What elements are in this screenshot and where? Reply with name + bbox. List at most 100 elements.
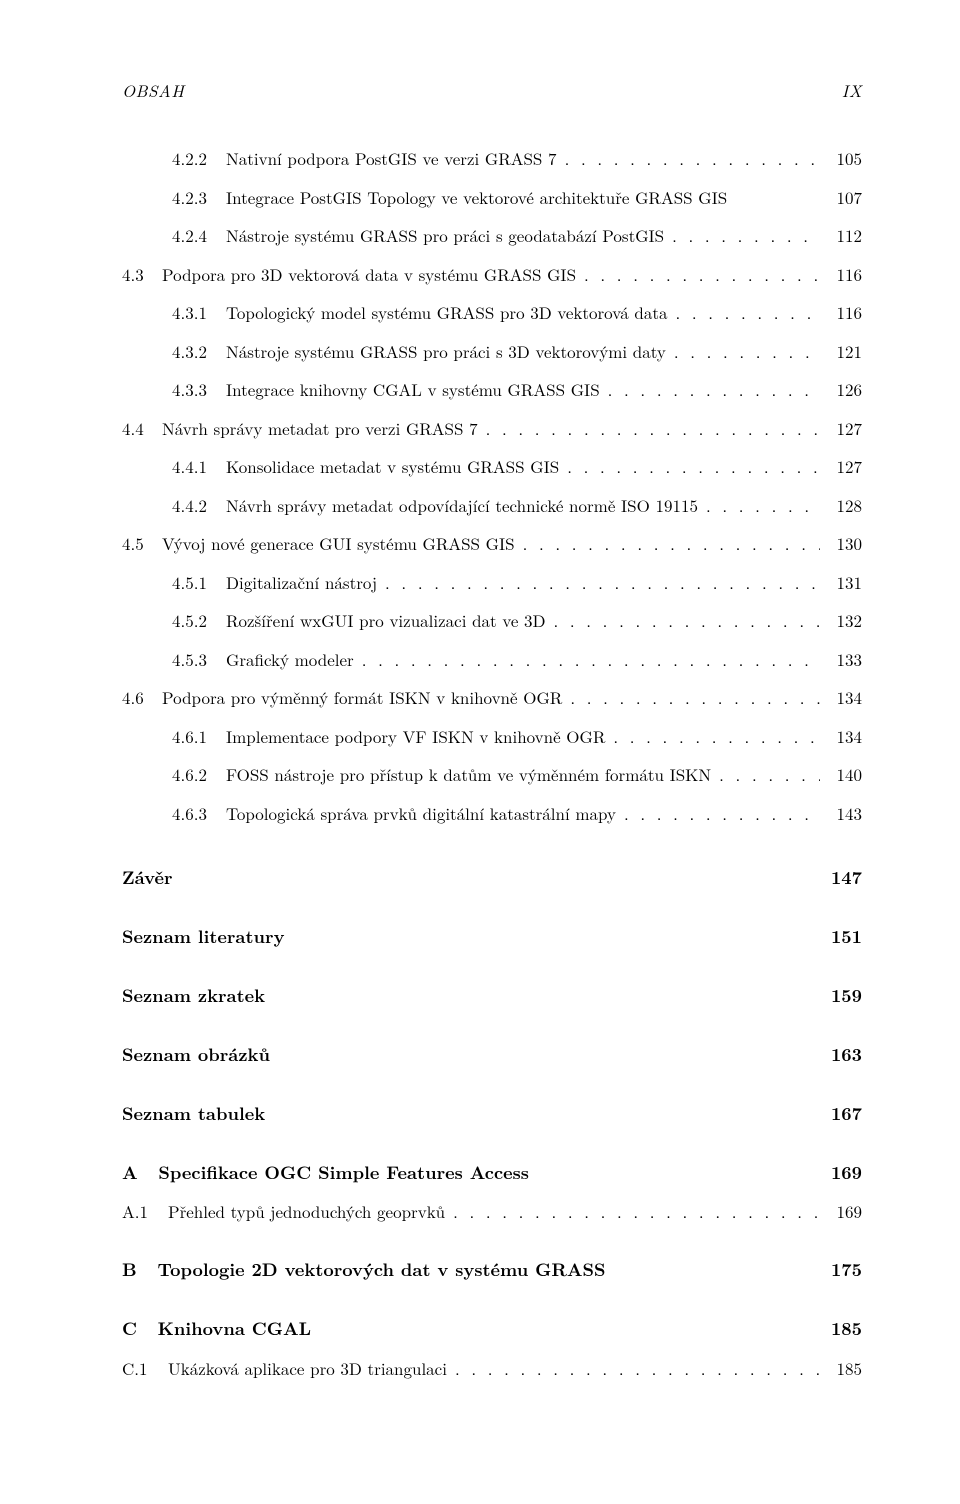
- toc-entry-number: 4.3.3: [172, 377, 226, 401]
- chapter-entry: C Knihovna CGAL185: [122, 1316, 862, 1341]
- toc-entry: 4.6.3Topologická správa prvků digitální …: [122, 801, 862, 825]
- chapter-title: Topologie 2D vektorových dat v systému G…: [157, 1257, 605, 1282]
- toc-leader: [484, 416, 820, 440]
- chapter-title: Seznam zkratek: [122, 983, 265, 1008]
- toc-entry-number: 4.5: [122, 531, 162, 555]
- toc-entry-page: 130: [820, 531, 862, 555]
- toc-entry-number: A.1: [122, 1199, 168, 1223]
- toc-entry-title: Podpora pro výměnný formát ISKN v knihov…: [162, 685, 568, 709]
- header-left: OBSAH: [122, 78, 184, 102]
- toc-entry-title: Nástroje systému GRASS pro práci s 3D ve…: [226, 339, 672, 363]
- chapter-page: 163: [826, 1042, 862, 1067]
- toc-entry-number: C.1: [122, 1356, 168, 1380]
- toc-leader: [611, 724, 820, 748]
- chapter-title: Knihovna CGAL: [158, 1316, 311, 1341]
- toc-leader: [568, 685, 820, 709]
- toc-entry-number: 4.5.2: [172, 608, 226, 632]
- toc-entry-number: 4.4.1: [172, 454, 226, 478]
- toc-entry: 4.3.1Topologický model systému GRASS pro…: [122, 300, 862, 324]
- toc-entry-title: Integrace PostGIS Topology ve vektorové …: [226, 185, 733, 209]
- toc-entry-title: Nativní podpora PostGIS ve verzi GRASS 7: [226, 146, 563, 170]
- chapter-page: 167: [826, 1101, 862, 1126]
- toc-entry-page: 140: [820, 762, 862, 786]
- toc-entry-page: 133: [820, 647, 862, 671]
- toc-leader: [622, 801, 820, 825]
- toc-entry-number: 4.2.3: [172, 185, 226, 209]
- toc-entry-page: 143: [820, 801, 862, 825]
- chapter-entry: Seznam tabulek 167: [122, 1101, 862, 1126]
- toc-entry: 4.2.2Nativní podpora PostGIS ve verzi GR…: [122, 146, 862, 170]
- toc-entry-page: 116: [820, 300, 862, 324]
- toc-entry: 4.3.3Integrace knihovny CGAL v systému G…: [122, 377, 862, 401]
- toc-entry-page: 134: [820, 685, 862, 709]
- toc-entry-number: 4.4.2: [172, 493, 226, 517]
- toc-entry-title: Podpora pro 3D vektorová data v systému …: [162, 262, 582, 286]
- toc-entry-page: 107: [820, 185, 862, 209]
- toc-entry-page: 169: [820, 1199, 862, 1223]
- chapter-label: B: [122, 1257, 157, 1282]
- toc-entry-page: 126: [820, 377, 862, 401]
- toc-entry-number: 4.6.3: [172, 801, 226, 825]
- toc-entry: 4.4Návrh správy metadat pro verzi GRASS …: [122, 416, 862, 440]
- toc-entry: 4.5Vývoj nové generace GUI systému GRASS…: [122, 531, 862, 555]
- toc-entry: 4.6Podpora pro výměnný formát ISKN v kni…: [122, 685, 862, 709]
- chapter-entry: Seznam obrázků 163: [122, 1042, 862, 1067]
- toc-entry-title: Konsolidace metadat v systému GRASS GIS: [226, 454, 565, 478]
- toc-entry-title: Topologický model systému GRASS pro 3D v…: [226, 300, 673, 324]
- page: OBSAH IX 4.2.2Nativní podpora PostGIS ve…: [0, 0, 960, 1454]
- toc-entry: C.1Ukázková aplikace pro 3D triangulaci1…: [122, 1356, 862, 1380]
- toc-entry-title: Topologická správa prvků digitální katas…: [226, 801, 622, 825]
- toc-leader: [582, 262, 820, 286]
- toc-entry-title: Implementace podpory VF ISKN v knihovně …: [226, 724, 611, 748]
- toc-leader: [451, 1199, 820, 1223]
- toc-entry-number: 4.2.4: [172, 223, 226, 247]
- toc-entry-title: Návrh správy metadat odpovídající techni…: [226, 493, 704, 517]
- toc-entry: 4.3.2Nástroje systému GRASS pro práci s …: [122, 339, 862, 363]
- chapter-page: 151: [826, 924, 862, 949]
- toc-entry-title: Ukázková aplikace pro 3D triangulaci: [168, 1356, 453, 1380]
- toc-entry-page: 132: [820, 608, 862, 632]
- toc-entry-page: 127: [820, 416, 862, 440]
- toc-entry-page: 112: [820, 223, 862, 247]
- toc-leader: [672, 339, 820, 363]
- chapter-entry: Seznam literatury 151: [122, 924, 862, 949]
- toc-entry-number: 4.3: [122, 262, 162, 286]
- chapter-page: 147: [826, 865, 862, 890]
- chapter-entry: A Specifikace OGC Simple Features Access…: [122, 1160, 862, 1185]
- chapter-entry: Závěr147: [122, 865, 862, 890]
- toc-entry: 4.5.2Rozšíření wxGUI pro vizualizaci dat…: [122, 608, 862, 632]
- toc-entry-title: Grafický modeler: [226, 647, 360, 671]
- toc-entry-page: 105: [820, 146, 862, 170]
- chapter-title: Seznam literatury: [122, 924, 285, 949]
- toc-leader: [360, 647, 820, 671]
- toc-entry-number: 4.3.1: [172, 300, 226, 324]
- toc-entry: 4.3Podpora pro 3D vektorová data v systé…: [122, 262, 862, 286]
- toc-leader: [673, 300, 820, 324]
- toc-leader: [717, 762, 820, 786]
- toc-leader: [563, 146, 820, 170]
- toc-entry-number: 4.2.2: [172, 146, 226, 170]
- chapter-entry: B Topologie 2D vektorových dat v systému…: [122, 1257, 862, 1282]
- chapter-title: Seznam obrázků: [122, 1042, 270, 1067]
- toc-entry-page: 134: [820, 724, 862, 748]
- toc-entry: 4.2.3Integrace PostGIS Topology ve vekto…: [122, 185, 862, 209]
- toc-leader: [552, 608, 820, 632]
- toc-entry: 4.4.1Konsolidace metadat v systému GRASS…: [122, 454, 862, 478]
- toc-entry-title: Nástroje systému GRASS pro práci s geoda…: [226, 223, 670, 247]
- toc-entry-title: Přehled typů jednoduchých geoprvků: [168, 1199, 451, 1223]
- chapter-entry: Seznam zkratek159: [122, 983, 862, 1008]
- chapter-page: 175: [826, 1257, 862, 1282]
- toc-entry-title: Integrace knihovny CGAL v systému GRASS …: [226, 377, 606, 401]
- toc-entry-page: 128: [820, 493, 862, 517]
- chapter-title: Seznam tabulek: [122, 1101, 265, 1126]
- toc-entry: 4.5.3Grafický modeler133: [122, 647, 862, 671]
- toc-entry-number: 4.5.1: [172, 570, 226, 594]
- header-right: IX: [842, 78, 862, 102]
- toc-entry-number: 4.6.2: [172, 762, 226, 786]
- toc-entry-number: 4.6.1: [172, 724, 226, 748]
- toc-entry: 4.2.4Nástroje systému GRASS pro práci s …: [122, 223, 862, 247]
- chapter-page: 169: [826, 1160, 862, 1185]
- toc-entry-page: 131: [820, 570, 862, 594]
- running-header: OBSAH IX: [122, 78, 862, 102]
- toc-entry: A.1Přehled typů jednoduchých geoprvků 169: [122, 1199, 862, 1223]
